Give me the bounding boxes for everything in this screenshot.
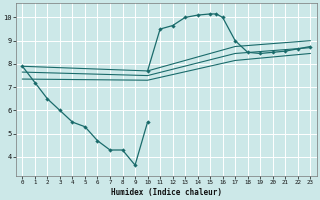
X-axis label: Humidex (Indice chaleur): Humidex (Indice chaleur) [111, 188, 222, 197]
